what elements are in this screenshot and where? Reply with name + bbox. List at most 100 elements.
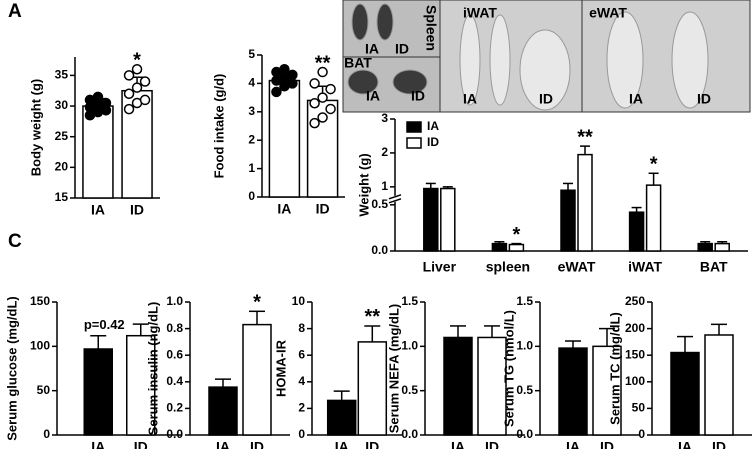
legend-label: ID xyxy=(427,135,439,149)
photo-label: IA xyxy=(365,41,379,57)
y-tick-label: 0.5 xyxy=(516,383,533,397)
y-tick-label: 0 xyxy=(248,189,255,203)
bar xyxy=(423,187,439,252)
y-tick-label: 250 xyxy=(625,294,645,308)
x-tick-label: IA xyxy=(277,201,291,217)
x-tick-label: IA xyxy=(91,202,105,218)
y-axis-label: Serum glucose (mg/dL) xyxy=(4,296,19,440)
significance: * xyxy=(513,224,521,246)
photo-label: ID xyxy=(539,91,553,107)
chart: 0.0 0.2 0.4 0.6 0.8 1.0 Serum insulin (ng/dL) I… xyxy=(145,292,290,449)
y-tick-label: 1.0 xyxy=(166,294,183,308)
y-tick-label: 4 xyxy=(248,76,255,90)
panel-label: C xyxy=(8,231,22,252)
y-tick-label: 20 xyxy=(55,160,69,174)
significance: * xyxy=(253,292,261,314)
data-point xyxy=(317,66,328,78)
photo-title: BAT xyxy=(344,55,372,71)
y-tick-label: 0.5 xyxy=(401,383,418,397)
data-point xyxy=(100,97,112,109)
x-tick-label: IA xyxy=(566,439,580,449)
x-tick-label: BAT xyxy=(700,259,728,275)
organ xyxy=(671,11,709,109)
y-axis-label: HOMA-IR xyxy=(273,339,288,397)
x-tick-label: Liver xyxy=(423,259,457,275)
axis-break xyxy=(388,194,402,200)
annotation: p=0.42 xyxy=(84,317,125,332)
x-tick-label: IA xyxy=(91,439,105,449)
y-tick-label: 35 xyxy=(55,68,69,82)
y-tick-label: 2 xyxy=(248,132,255,146)
bar xyxy=(83,348,113,436)
bar xyxy=(628,211,645,252)
axis-break xyxy=(388,198,402,204)
y-tick-label: 100 xyxy=(625,374,645,388)
data-point xyxy=(139,76,151,87)
photo-label: IA xyxy=(366,88,380,104)
data-point xyxy=(123,70,135,81)
chart: 15 20 25 30 35 Body weight (g) IA * ID xyxy=(28,50,160,218)
data-point xyxy=(325,103,336,115)
y-tick-label: 0.5 xyxy=(371,197,388,211)
bar xyxy=(126,334,156,436)
y-tick-label: 0.2 xyxy=(166,401,183,415)
y-tick-label: 0 xyxy=(298,427,305,441)
significance: * xyxy=(133,50,141,72)
x-tick-label: eWAT xyxy=(558,259,596,275)
y-axis-label: Serum TC (mg/dL) xyxy=(607,312,622,425)
bar xyxy=(440,187,456,252)
x-tick-label: ID xyxy=(712,439,726,449)
legend-label: IA xyxy=(427,119,439,133)
y-tick-label: 0.0 xyxy=(166,427,183,441)
data-point xyxy=(131,64,143,75)
significance: ** xyxy=(315,52,331,74)
y-tick-label: 4 xyxy=(298,374,305,388)
y-tick-label: 0.4 xyxy=(166,374,183,388)
bar xyxy=(326,399,357,436)
organ xyxy=(376,3,394,41)
photo-label: IA xyxy=(629,91,643,107)
x-tick-label: ID xyxy=(600,439,614,449)
panel-label: A xyxy=(8,1,22,22)
y-tick-label: 150 xyxy=(625,347,645,361)
y-tick-label: 1.0 xyxy=(516,339,533,353)
data-point xyxy=(309,117,320,129)
x-tick-label: IA xyxy=(216,439,230,449)
organ xyxy=(519,29,571,111)
data-point xyxy=(317,112,328,123)
data-point xyxy=(131,82,143,93)
y-tick-label: 200 xyxy=(625,321,645,335)
y-tick-label: 0.0 xyxy=(401,427,418,441)
x-tick-label: IA xyxy=(678,439,692,449)
organ xyxy=(351,3,369,41)
x-tick-label: ID xyxy=(365,439,379,449)
bar xyxy=(357,341,388,436)
chart: 0.0 0.5 1 2 3 Weight (g) Liver * spleen ** eWAT * iW… xyxy=(356,111,748,275)
y-tick-label: 1.0 xyxy=(401,339,418,353)
significance: ** xyxy=(577,126,593,148)
y-tick-label: 3 xyxy=(248,104,255,118)
y-tick-label: 0 xyxy=(638,427,645,441)
y-tick-label: 25 xyxy=(55,129,69,143)
x-tick-label: spleen xyxy=(486,259,530,275)
y-tick-label: 3 xyxy=(381,111,388,125)
organ xyxy=(606,11,644,109)
y-tick-label: 1.5 xyxy=(401,294,418,308)
y-tick-label: 6 xyxy=(298,347,305,361)
y-tick-label: 1.5 xyxy=(516,294,533,308)
x-tick-label: ID xyxy=(485,439,499,449)
x-tick-label: IA xyxy=(335,439,349,449)
chart: 0 1 2 3 4 5 Food intake (g/d) IA ** ID xyxy=(211,47,345,217)
legend-swatch xyxy=(406,121,422,133)
x-tick-label: ID xyxy=(250,439,264,449)
y-tick-label: 5 xyxy=(248,47,255,61)
axis-break xyxy=(390,195,400,202)
y-tick-label: 50 xyxy=(37,383,51,397)
photo-title: Spleen xyxy=(423,5,439,51)
significance: ** xyxy=(365,306,381,328)
y-axis-label: Serum TG (nmol/L) xyxy=(501,310,516,427)
x-tick-label: ID xyxy=(316,201,330,217)
bar xyxy=(670,351,700,436)
